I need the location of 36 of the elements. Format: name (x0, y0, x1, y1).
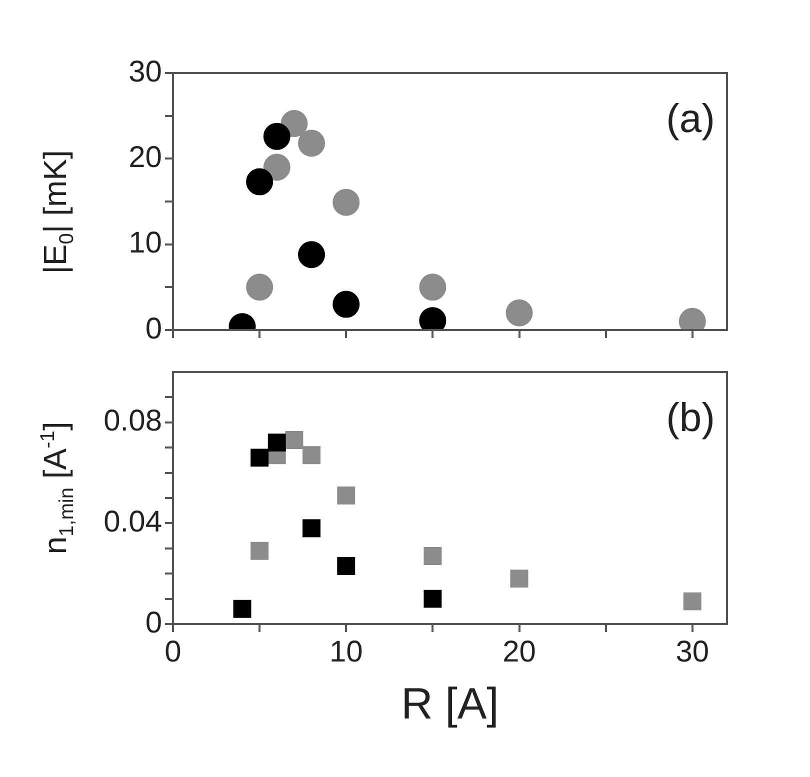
x-tick-label: 20 (502, 635, 536, 668)
point (332, 290, 360, 318)
point (424, 546, 442, 565)
x-axis-title: R [A] (401, 680, 499, 729)
point (302, 519, 320, 538)
y-tick-label: 0 (145, 606, 162, 640)
y-tick-label: 0.08 (104, 404, 162, 438)
x-tick-label: 10 (329, 635, 363, 668)
point (285, 431, 304, 450)
point (419, 274, 446, 301)
y-tick-label: 0.04 (104, 505, 162, 538)
point (250, 542, 269, 560)
point (298, 241, 325, 268)
point (337, 557, 356, 576)
annotation: (b) (666, 396, 715, 440)
point (332, 188, 360, 216)
point (424, 590, 442, 608)
point (506, 299, 533, 326)
point (337, 486, 356, 504)
point (268, 434, 286, 452)
x-tick-label: 30 (676, 635, 710, 668)
point (250, 448, 269, 467)
point (263, 122, 290, 150)
y-tick-label: 0 (145, 312, 162, 346)
point (233, 600, 252, 618)
point (302, 446, 320, 464)
y-tick-label: 10 (128, 226, 162, 260)
point (246, 274, 274, 301)
point (263, 154, 290, 181)
point (510, 570, 528, 588)
annotation: (a) (666, 97, 715, 142)
point (298, 130, 325, 157)
y-tick-label: 20 (128, 140, 162, 174)
point (683, 592, 702, 610)
point (246, 168, 274, 196)
y-tick-label: 30 (128, 55, 162, 88)
